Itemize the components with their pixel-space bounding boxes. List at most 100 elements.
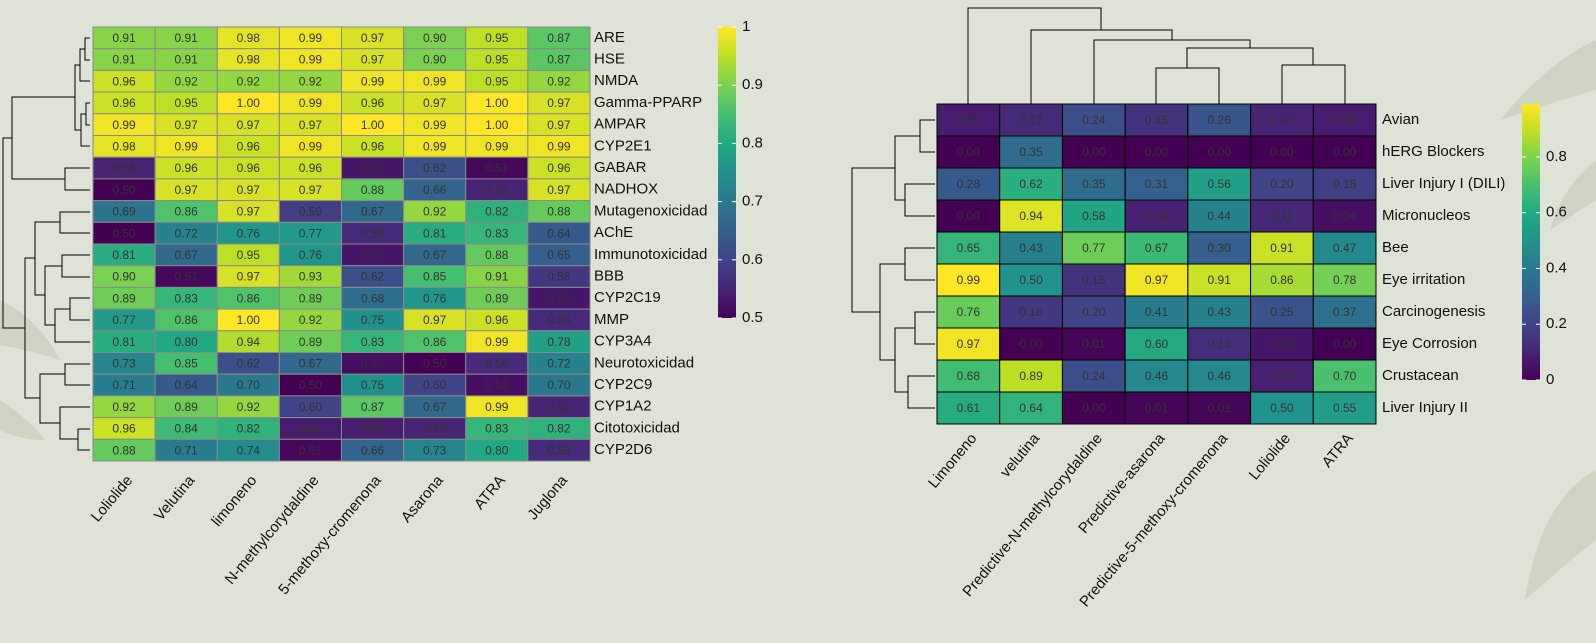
cell-label: 0.56	[485, 357, 509, 371]
cell-label: 0.59	[299, 205, 323, 219]
cell-label: 0.11	[1271, 209, 1294, 223]
cell-label: 0.43	[1208, 305, 1232, 319]
cell-label: 0.80	[175, 335, 199, 349]
column-label: 5-methoxy-cromenona	[275, 472, 385, 598]
cell-label: 0.50	[423, 357, 447, 371]
cell-label: 0.51	[485, 161, 509, 175]
column-label: Limoneno	[925, 430, 980, 491]
row-label: Gamma-PPARP	[594, 94, 702, 111]
cell-label: 0.12	[1019, 113, 1043, 127]
cell-label: 0.81	[423, 226, 447, 240]
cell-label: 0.86	[423, 335, 447, 349]
row-label: Carcinogenesis	[1382, 303, 1485, 320]
cell-label: 0.97	[237, 183, 261, 197]
cell-label: 0.74	[237, 443, 261, 457]
cell-label: 0.97	[423, 313, 447, 327]
cell-label: 0.97	[361, 53, 385, 67]
cell-label: 0.97	[237, 205, 261, 219]
column-label: Loliolide	[88, 472, 136, 525]
colorbar-tick-label: 0.2	[1546, 315, 1567, 332]
cell-label: 0.91	[112, 31, 136, 45]
cell-label: 0.94	[1019, 209, 1043, 223]
cell-label: 0.65	[957, 241, 981, 255]
cell-label: 0.99	[423, 118, 447, 132]
cell-label: 0.01	[1145, 401, 1169, 415]
cell-label: 0.92	[237, 400, 261, 414]
cell-label: 0.88	[485, 248, 509, 262]
cell-label: 0.53	[361, 248, 385, 262]
cell-label: 0.00	[1333, 337, 1357, 351]
cell-label: 0.64	[547, 226, 571, 240]
cell-label: 1.00	[485, 96, 509, 110]
cell-label: 0.87	[547, 31, 571, 45]
cell-label: 0.78	[547, 335, 571, 349]
row-label: ARE	[594, 29, 625, 46]
cell-label: 0.96	[547, 161, 571, 175]
cell-label: 0.52	[361, 357, 385, 371]
cell-label: 0.01	[1082, 337, 1106, 351]
cell-label: 0.64	[175, 378, 199, 392]
cell-label: 0.00	[957, 145, 981, 159]
cell-label: 0.92	[299, 313, 323, 327]
cell-label: 0.15	[1082, 273, 1106, 287]
cell-label: 0.65	[547, 248, 571, 262]
row-label: Avian	[1382, 111, 1419, 128]
cell-label: 0.00	[1270, 145, 1294, 159]
cell-label: 0.52	[485, 378, 509, 392]
cell-label: 0.50	[112, 226, 136, 240]
cell-label: 0.86	[175, 205, 199, 219]
cell-label: 0.56	[361, 226, 385, 240]
cell-label: 0.95	[237, 248, 261, 262]
column-label: ATRA	[1319, 430, 1357, 471]
colorbar-tick-label: 0	[1546, 371, 1554, 388]
cell-label: 0.71	[175, 443, 199, 457]
cell-label: 0.95	[485, 53, 509, 67]
cell-label: 0.72	[547, 357, 571, 371]
colorbar	[1522, 104, 1540, 380]
cell-label: 0.24	[1082, 113, 1106, 127]
cell-label: 1.00	[237, 313, 261, 327]
cell-label: 0.89	[175, 400, 199, 414]
colorbar-tick-label: 0.7	[742, 193, 763, 210]
cell-label: 0.60	[299, 400, 323, 414]
cell-label: 0.92	[237, 74, 261, 88]
cell-label: 0.95	[175, 96, 199, 110]
row-label: Citotoxicidad	[594, 419, 680, 436]
cell-label: 0.08	[1333, 113, 1357, 127]
cell-label: 0.50	[1019, 273, 1043, 287]
cell-label: 0.20	[1082, 305, 1106, 319]
cell-label: 0.67	[299, 357, 323, 371]
cell-label: 0.91	[485, 270, 509, 284]
cell-label: 0.89	[112, 291, 136, 305]
colorbar-tick-label: 0.8	[742, 134, 763, 151]
cell-label: 0.75	[361, 313, 385, 327]
cell-label: 0.99	[361, 74, 385, 88]
cell-label: 0.50	[299, 378, 323, 392]
cell-label: 0.66	[423, 183, 447, 197]
cell-label: 0.18	[1333, 177, 1357, 191]
cell-label: 0.77	[112, 313, 136, 327]
cell-label: 0.08	[957, 113, 981, 127]
cell-label: 0.90	[423, 31, 447, 45]
cell-label: 0.53	[361, 161, 385, 175]
cell-label: 0.96	[237, 140, 261, 154]
cell-label: 0.43	[1019, 241, 1043, 255]
cell-label: 0.15	[1145, 113, 1169, 127]
cell-label: 0.99	[957, 273, 981, 287]
cell-label: 0.73	[112, 357, 136, 371]
cell-label: 0.99	[299, 140, 323, 154]
column-label: Asarona	[398, 472, 447, 526]
column-label: Loliolide	[1246, 430, 1294, 483]
cell-label: 0.60	[1145, 337, 1169, 351]
row-label: CYP3A4	[594, 333, 652, 350]
cell-label: 0.87	[361, 400, 385, 414]
cell-label: 0.97	[423, 96, 447, 110]
cell-label: 0.99	[299, 31, 323, 45]
row-label: Mutagenoxicidad	[594, 202, 707, 219]
cell-label: 0.97	[547, 118, 571, 132]
cell-label: 0.92	[175, 74, 199, 88]
cell-label: 0.55	[1333, 401, 1357, 415]
cell-label: 0.97	[237, 270, 261, 284]
cell-label: 0.89	[485, 291, 509, 305]
cell-label: 0.60	[423, 378, 447, 392]
